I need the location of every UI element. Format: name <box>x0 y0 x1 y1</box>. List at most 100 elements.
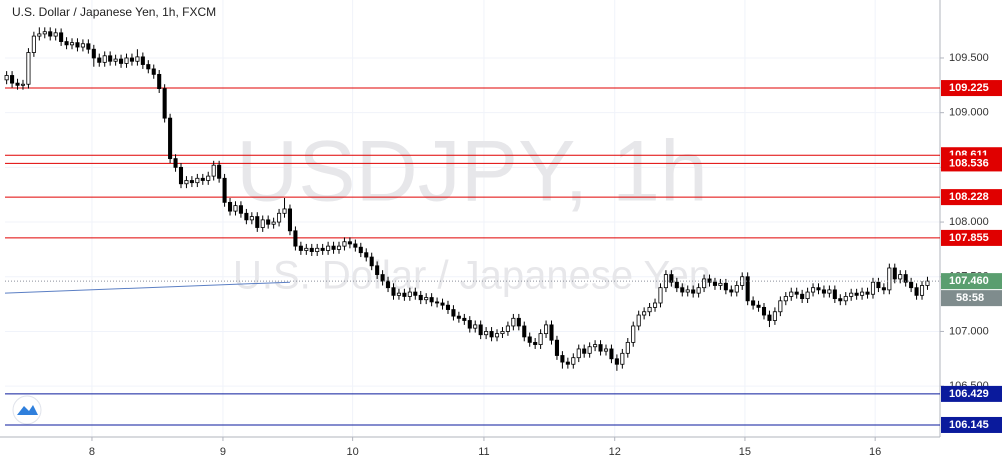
candle-body <box>489 331 494 338</box>
candle-body <box>729 289 734 293</box>
x-tick-label: 15 <box>739 446 751 458</box>
candle-body <box>549 324 554 341</box>
x-tick-label: 11 <box>478 446 489 458</box>
candle-body <box>593 344 598 348</box>
candle-body <box>445 304 451 310</box>
candle-body <box>97 57 102 63</box>
x-tick-label: 16 <box>869 446 881 458</box>
candle-body <box>761 306 767 316</box>
candle-body <box>843 296 848 302</box>
candle-body <box>331 245 336 250</box>
candle-body <box>135 56 140 62</box>
candle-body <box>914 287 919 296</box>
candle-body <box>102 55 107 63</box>
candle-body <box>718 282 723 286</box>
candle-body <box>876 281 881 289</box>
level-label-box <box>941 189 1002 206</box>
candle-body <box>211 164 216 177</box>
candle-body <box>75 42 80 48</box>
candle-body <box>631 325 636 343</box>
watermark: USDJPY, 1h <box>236 124 708 220</box>
candle-body <box>494 333 500 338</box>
candle-body <box>756 304 761 308</box>
candle-body <box>794 291 799 295</box>
candle-body <box>298 245 303 251</box>
candle-body <box>402 292 407 297</box>
candle-body <box>625 341 630 354</box>
candle-body <box>925 280 930 286</box>
candle-body <box>702 278 707 289</box>
candle-body <box>249 216 254 221</box>
candle-body <box>745 276 750 302</box>
candle-body <box>255 216 260 228</box>
candle-body <box>505 325 510 332</box>
candle-body <box>576 348 581 359</box>
candle-body <box>129 57 134 62</box>
candle-body <box>173 158 178 168</box>
candle-body <box>691 289 696 294</box>
x-tick-label: 8 <box>89 446 95 458</box>
candle-body <box>614 358 619 365</box>
x-tick-label: 10 <box>347 446 359 458</box>
candle-body <box>473 324 478 329</box>
candle-body <box>712 281 718 286</box>
candle-body <box>59 32 64 42</box>
candle-body <box>80 43 85 48</box>
level-label-box <box>941 155 1002 172</box>
candle-body <box>64 41 69 46</box>
candle-body <box>195 177 200 184</box>
candle-body <box>805 291 810 300</box>
countdown-box <box>941 290 1002 307</box>
x-tick-label: 12 <box>609 446 621 458</box>
candle-body <box>451 309 456 317</box>
candle-body <box>287 208 293 232</box>
candle-body <box>380 274 385 282</box>
level-label-box <box>941 229 1002 246</box>
candle-body <box>227 201 233 212</box>
logo <box>12 395 42 425</box>
candle-body <box>369 256 374 267</box>
candle-body <box>892 267 897 280</box>
candle-body <box>162 88 167 119</box>
candle-body <box>10 75 15 84</box>
watermark-subtitle: U.S. Dollar / Japanese Yen <box>233 254 711 298</box>
candle-body <box>680 287 685 293</box>
candle-body <box>598 344 603 352</box>
candle-body <box>304 247 309 251</box>
plot-layer: 106.500107.000107.500108.000108.500109.0… <box>0 0 1002 458</box>
candle-body <box>456 315 461 319</box>
level-label: 108.536 <box>949 157 989 169</box>
last-price-label: 107.460 <box>949 275 989 287</box>
candle-body <box>887 267 892 291</box>
candle-body <box>151 68 156 75</box>
candle-body <box>407 291 412 297</box>
candle-body <box>778 300 783 313</box>
candle-body <box>734 285 739 293</box>
candle-body <box>108 55 113 62</box>
candle-body <box>15 82 20 86</box>
candle-body <box>903 274 908 283</box>
candle-body <box>396 292 401 296</box>
level-label: 106.429 <box>949 388 989 400</box>
candle-body <box>603 348 609 352</box>
candle-body <box>636 314 641 327</box>
candle-body <box>217 164 222 179</box>
candle-body <box>124 57 129 64</box>
candle-body <box>658 287 663 304</box>
candle-body <box>478 324 483 336</box>
candle-body <box>282 208 287 214</box>
x-tick-label: 9 <box>220 446 226 458</box>
level-label-box <box>941 80 1002 97</box>
candle-body <box>870 281 876 295</box>
candle-body <box>484 331 489 336</box>
candle-body <box>652 302 658 308</box>
candle-body <box>533 341 538 345</box>
candle-body <box>838 298 843 302</box>
candle-body <box>642 311 647 316</box>
candle-body <box>789 291 794 297</box>
candle-body <box>723 282 728 291</box>
last-price-box <box>941 273 1002 290</box>
candle-body <box>435 301 440 304</box>
candle-body <box>674 281 679 289</box>
